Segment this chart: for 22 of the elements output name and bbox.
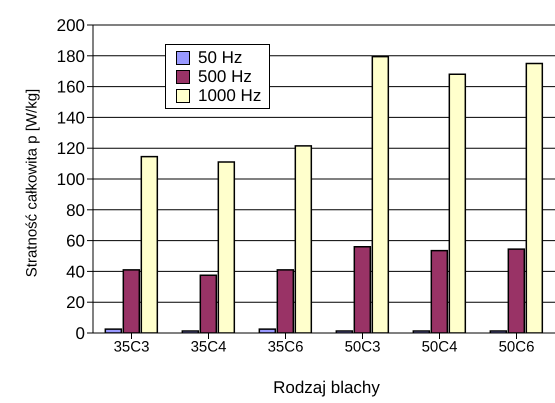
x-tick-label: 35C4: [190, 338, 226, 356]
y-tick-label: 180: [56, 46, 85, 66]
y-tick-label: 160: [56, 78, 85, 97]
y-tick-label: 80: [66, 200, 85, 220]
legend-label: 500 Hz: [198, 67, 252, 86]
x-tick-label: 35C6: [268, 338, 304, 356]
y-tick-label: 200: [56, 16, 85, 36]
y-tick-label: 140: [56, 108, 85, 128]
y-tick-label: 20: [66, 293, 85, 312]
legend-label: 1000 Hz: [198, 86, 262, 105]
legend-label: 50 Hz: [198, 48, 242, 67]
x-tick-label: 50C6: [498, 338, 534, 356]
y-tick-label: 100: [56, 170, 85, 190]
x-tick-label: 35C3: [114, 338, 150, 356]
x-tick-label: 50C3: [344, 338, 380, 356]
y-tick-label: 60: [66, 232, 85, 251]
x-tick-label: 50C4: [422, 338, 458, 356]
y-tick-label: 40: [66, 262, 85, 282]
y-tick-label: 0: [76, 324, 85, 344]
x-axis-title: Rodzaj blachy: [272, 378, 381, 398]
y-tick-label: 120: [56, 139, 85, 158]
y-axis-title: Stratność całkowita p [W/kg]: [24, 88, 40, 278]
